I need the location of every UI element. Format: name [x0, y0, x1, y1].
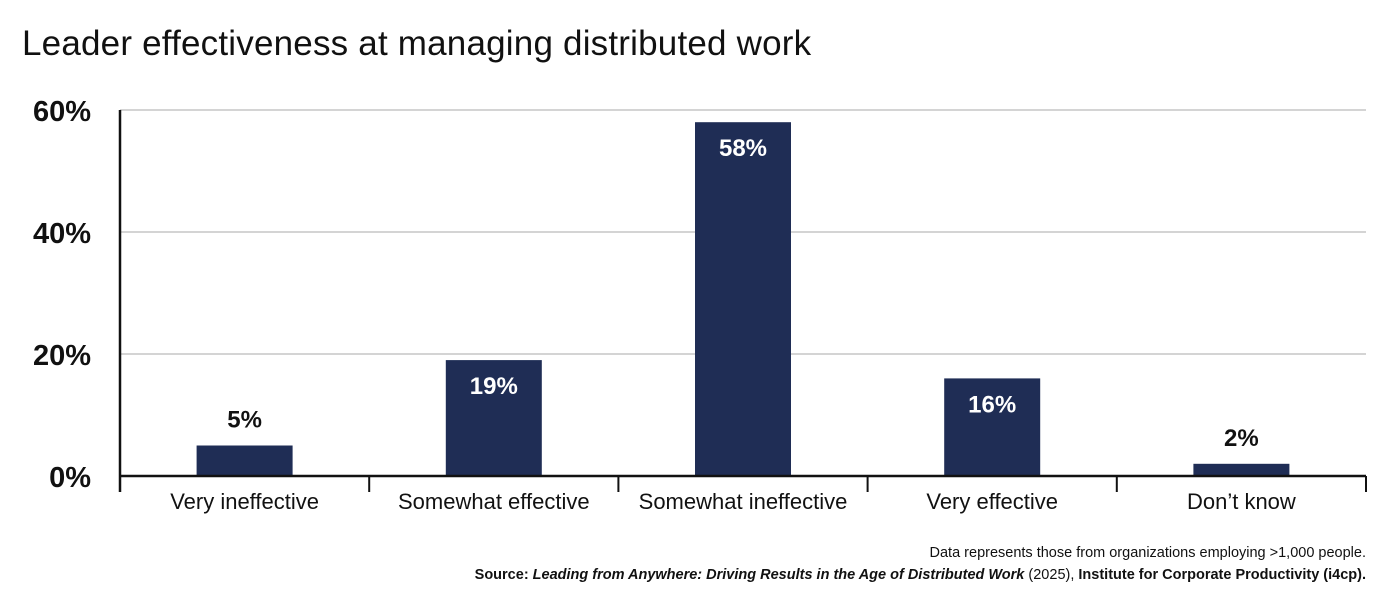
source-prefix: Source: — [474, 567, 533, 583]
x-tick-label: Don’t know — [1187, 489, 1296, 514]
y-tick-label: 40% — [33, 218, 91, 250]
x-tick-label: Somewhat effective — [398, 489, 590, 514]
bar-value-label: 58% — [719, 135, 767, 162]
bar-value-label: 2% — [1224, 425, 1259, 452]
bar — [695, 122, 791, 476]
source-work-title: Leading from Anywhere: Driving Results i… — [532, 567, 1025, 583]
bar — [445, 360, 542, 476]
y-tick-label: 0% — [49, 462, 91, 494]
bar-value-label: 16% — [968, 391, 1016, 418]
y-axis-ticks: 0% 20% 40% 60% — [33, 96, 91, 494]
x-tick-label: Very effective — [926, 489, 1058, 514]
source-organization: Institute for Corporate Productivity (i4… — [1078, 567, 1366, 583]
y-tick-label: 60% — [33, 96, 91, 128]
bar-value-label: 19% — [470, 373, 518, 400]
source-citation: Source: Leading from Anywhere: Driving R… — [475, 567, 1366, 583]
bars: 5% 19% 58% 16% 2% — [196, 122, 1290, 476]
axes — [118, 110, 1367, 492]
x-axis-labels: Very ineffective Somewhat effective Somewh… — [170, 489, 1296, 514]
bar — [1193, 463, 1290, 476]
bar-value-label: 5% — [227, 407, 262, 434]
chart-title: Leader effectiveness at managing distrib… — [22, 24, 812, 63]
data-note: Data represents those from organizations… — [929, 545, 1366, 561]
source-year: (2025), — [1024, 567, 1079, 583]
bar — [196, 445, 293, 476]
bar — [944, 378, 1041, 476]
x-tick-label: Very ineffective — [170, 489, 319, 514]
y-tick-label: 20% — [33, 340, 91, 372]
x-tick-label: Somewhat ineffective — [639, 489, 848, 514]
